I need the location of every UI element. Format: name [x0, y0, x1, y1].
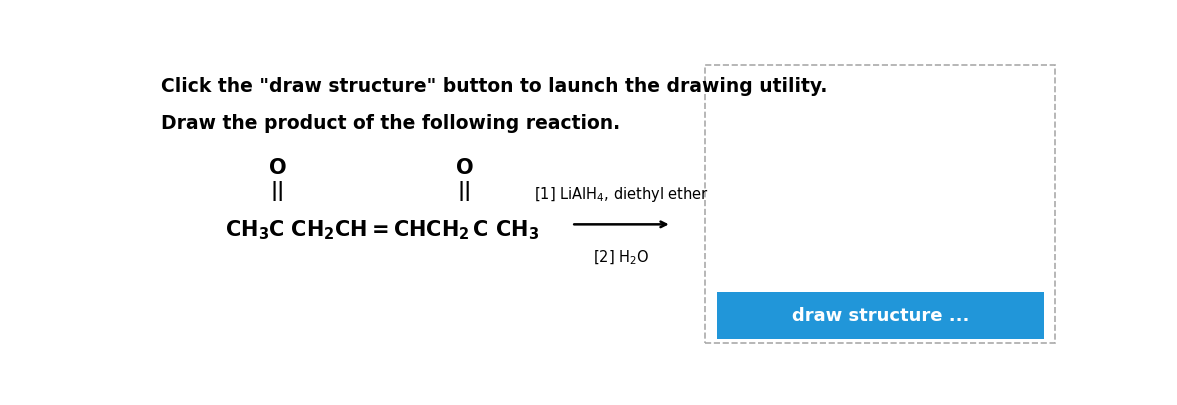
Text: ||: || — [458, 181, 472, 200]
Text: $\mathbf{CH_3C\ CH_2CH{=}CHCH_2\,C\ CH_3}$: $\mathbf{CH_3C\ CH_2CH{=}CHCH_2\,C\ CH_3… — [225, 218, 539, 241]
Text: Click the "draw structure" button to launch the drawing utility.: Click the "draw structure" button to lau… — [161, 77, 827, 96]
Text: O: O — [455, 157, 473, 177]
Bar — [717, 292, 1044, 339]
Text: [2] H$_2$O: [2] H$_2$O — [593, 248, 650, 267]
Text: [1] LiAlH$_4$, diethyl ether: [1] LiAlH$_4$, diethyl ether — [534, 184, 709, 203]
Text: ||: || — [271, 181, 285, 200]
Text: Draw the product of the following reaction.: Draw the product of the following reacti… — [161, 114, 620, 133]
Text: draw structure ...: draw structure ... — [792, 307, 969, 324]
Text: O: O — [268, 157, 286, 177]
Bar — [705, 66, 1055, 343]
